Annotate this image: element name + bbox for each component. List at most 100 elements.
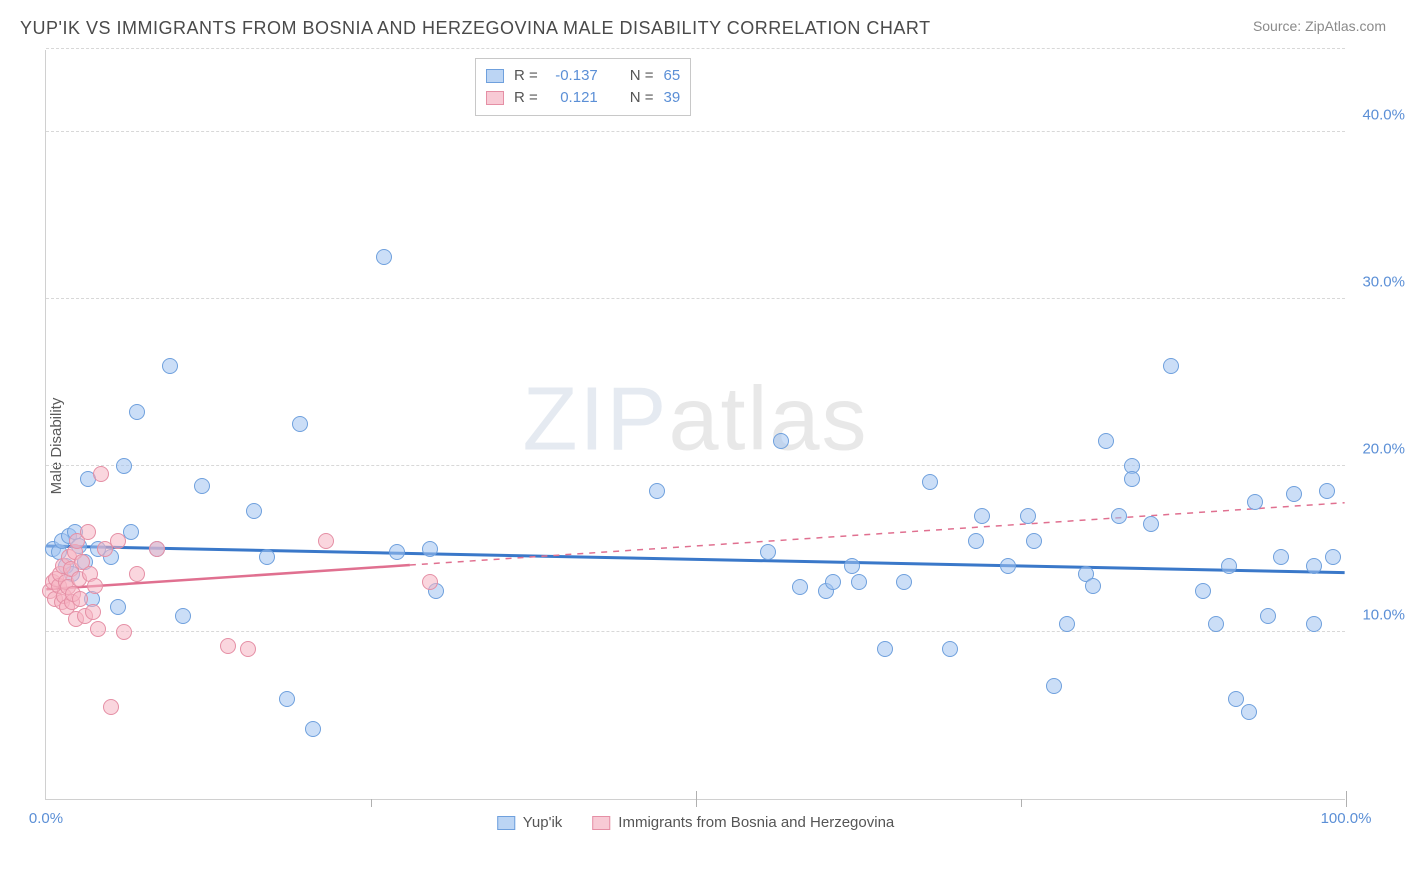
data-point: [1306, 558, 1322, 574]
chart-title: YUP'IK VS IMMIGRANTS FROM BOSNIA AND HER…: [20, 18, 931, 39]
y-tick-label: 10.0%: [1350, 607, 1405, 624]
legend-R-value: 0.121: [548, 87, 598, 109]
data-point: [760, 544, 776, 560]
data-point: [318, 533, 334, 549]
data-point: [1319, 483, 1335, 499]
data-point: [85, 604, 101, 620]
legend-swatch-2: [592, 816, 610, 830]
data-point: [896, 574, 912, 590]
data-point: [376, 249, 392, 265]
data-point: [1163, 358, 1179, 374]
data-point: [220, 638, 236, 654]
data-point: [279, 691, 295, 707]
data-point: [162, 358, 178, 374]
data-point: [1059, 616, 1075, 632]
data-point: [259, 549, 275, 565]
data-point: [389, 544, 405, 560]
data-point: [1306, 616, 1322, 632]
data-point: [773, 433, 789, 449]
legend-stats: R =-0.137N =65R =0.121N =39: [475, 58, 691, 116]
legend-N-label: N =: [630, 65, 654, 87]
x-tick-mark: [1021, 799, 1022, 807]
y-tick-label: 30.0%: [1350, 274, 1405, 291]
x-tick-label: 0.0%: [29, 810, 63, 827]
data-point: [422, 541, 438, 557]
legend-N-value: 39: [664, 87, 681, 109]
data-point: [149, 541, 165, 557]
legend-R-label: R =: [514, 87, 538, 109]
x-tick-label: 100.0%: [1321, 810, 1372, 827]
legend-item-1: Yup'ik: [497, 814, 563, 831]
gridline-h: [46, 131, 1345, 132]
data-point: [305, 721, 321, 737]
legend-R-value: -0.137: [548, 65, 598, 87]
data-point: [1124, 471, 1140, 487]
chart-container: YUP'IK VS IMMIGRANTS FROM BOSNIA AND HER…: [0, 0, 1406, 892]
data-point: [851, 574, 867, 590]
data-point: [1260, 608, 1276, 624]
legend-stat-row: R =-0.137N =65: [486, 65, 680, 87]
data-point: [129, 404, 145, 420]
data-point: [129, 566, 145, 582]
data-point: [194, 478, 210, 494]
y-tick-label: 20.0%: [1350, 440, 1405, 457]
data-point: [844, 558, 860, 574]
data-point: [246, 503, 262, 519]
data-point: [1273, 549, 1289, 565]
data-point: [116, 458, 132, 474]
data-point: [72, 591, 88, 607]
data-point: [93, 466, 109, 482]
x-tick-mark: [371, 799, 372, 807]
legend-label-2: Immigrants from Bosnia and Herzegovina: [618, 814, 894, 831]
x-tick-mark: [1346, 791, 1347, 807]
data-point: [1325, 549, 1341, 565]
data-point: [422, 574, 438, 590]
data-point: [1143, 516, 1159, 532]
data-point: [942, 641, 958, 657]
x-tick-mark: [696, 791, 697, 807]
data-point: [292, 416, 308, 432]
gridline-h: [46, 631, 1345, 632]
data-point: [1020, 508, 1036, 524]
data-point: [877, 641, 893, 657]
data-point: [87, 578, 103, 594]
data-point: [974, 508, 990, 524]
data-point: [1228, 691, 1244, 707]
trend-lines-svg: [46, 50, 1345, 799]
data-point: [1208, 616, 1224, 632]
data-point: [80, 524, 96, 540]
data-point: [103, 699, 119, 715]
plot-area: ZIPatlas R =-0.137N =65R =0.121N =39 Yup…: [45, 50, 1345, 800]
legend-N-value: 65: [664, 65, 681, 87]
legend-swatch: [486, 91, 504, 105]
data-point: [1111, 508, 1127, 524]
legend-swatch-1: [497, 816, 515, 830]
data-point: [792, 579, 808, 595]
data-point: [1221, 558, 1237, 574]
legend-label-1: Yup'ik: [523, 814, 563, 831]
data-point: [110, 533, 126, 549]
gridline-h: [46, 465, 1345, 466]
data-point: [649, 483, 665, 499]
data-point: [1195, 583, 1211, 599]
data-point: [1026, 533, 1042, 549]
data-point: [1286, 486, 1302, 502]
data-point: [116, 624, 132, 640]
data-point: [1247, 494, 1263, 510]
legend-N-label: N =: [630, 87, 654, 109]
data-point: [90, 621, 106, 637]
trend-line-solid: [46, 546, 1344, 573]
data-point: [1241, 704, 1257, 720]
data-point: [825, 574, 841, 590]
data-point: [1085, 578, 1101, 594]
gridline-h: [46, 48, 1345, 49]
y-tick-label: 40.0%: [1350, 107, 1405, 124]
legend-item-2: Immigrants from Bosnia and Herzegovina: [592, 814, 894, 831]
data-point: [110, 599, 126, 615]
data-point: [1000, 558, 1016, 574]
legend-series: Yup'ik Immigrants from Bosnia and Herzeg…: [497, 814, 895, 831]
data-point: [1098, 433, 1114, 449]
data-point: [1046, 678, 1062, 694]
data-point: [968, 533, 984, 549]
data-point: [922, 474, 938, 490]
